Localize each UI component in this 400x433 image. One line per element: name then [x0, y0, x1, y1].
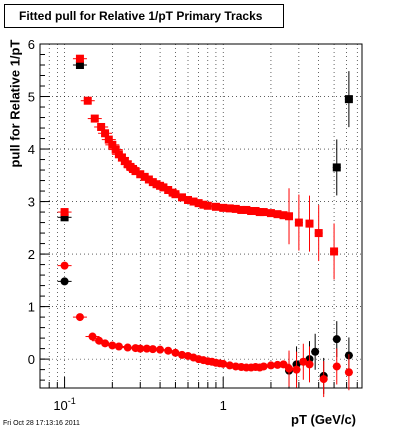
data-point	[332, 335, 341, 344]
data-point	[140, 172, 149, 181]
data-point	[314, 229, 323, 238]
data-point	[171, 190, 180, 199]
data-point	[285, 364, 294, 373]
data-point	[164, 346, 173, 355]
y-tick-label: 3	[28, 195, 35, 210]
data-point	[319, 375, 328, 384]
data-point	[88, 332, 97, 341]
data-point	[279, 211, 288, 220]
y-tick-label: 2	[28, 247, 35, 262]
data-point	[95, 336, 104, 345]
data-points	[57, 54, 353, 398]
data-point	[142, 344, 151, 353]
axes: 0 1 2 3 4 5 6 10-1 1	[28, 37, 363, 413]
data-point	[285, 212, 294, 221]
data-point	[83, 96, 92, 105]
data-point	[344, 368, 353, 377]
data-point	[178, 193, 187, 202]
data-point	[292, 365, 301, 374]
data-point	[242, 205, 251, 214]
data-point	[148, 345, 157, 354]
y-tick-label: 4	[28, 142, 35, 157]
data-point	[259, 362, 268, 371]
data-point	[251, 207, 260, 216]
data-point	[60, 213, 69, 222]
data-point	[114, 342, 123, 351]
x-tick-label: 10-1	[53, 396, 75, 413]
data-point	[266, 209, 275, 218]
data-point	[344, 95, 353, 104]
data-point	[184, 195, 193, 204]
red-square-series	[57, 54, 339, 280]
data-point	[101, 129, 110, 138]
data-point	[111, 145, 120, 154]
data-point	[294, 218, 303, 227]
black-square-series	[57, 61, 353, 222]
data-point	[305, 360, 314, 369]
data-point	[108, 140, 117, 149]
data-point	[123, 343, 132, 352]
y-axis-label: pull for Relative 1/pT	[7, 39, 23, 168]
data-point	[104, 135, 113, 144]
data-point	[75, 61, 84, 70]
data-point	[101, 339, 110, 348]
data-point	[311, 347, 320, 356]
data-point	[231, 204, 240, 213]
y-tick-label: 1	[28, 300, 35, 315]
timestamp: Fri Oct 28 17:13:16 2011	[3, 420, 80, 427]
data-point	[189, 197, 198, 206]
data-point	[211, 202, 220, 211]
data-point	[332, 362, 341, 371]
data-point	[266, 361, 275, 370]
data-point	[90, 114, 99, 123]
data-point	[60, 208, 69, 217]
data-point	[131, 167, 140, 176]
data-point	[330, 247, 339, 256]
y-tick-label: 6	[28, 37, 35, 52]
data-point	[203, 201, 212, 210]
data-point	[219, 203, 228, 212]
data-point	[259, 208, 268, 217]
x-tick-label: 1	[220, 398, 227, 413]
data-point	[225, 361, 234, 370]
red-circle-series	[57, 261, 353, 398]
data-point	[108, 341, 117, 350]
black-circle-series	[57, 277, 353, 394]
data-point	[332, 163, 341, 172]
data-point	[273, 210, 282, 219]
y-tick-label: 0	[28, 352, 35, 367]
data-point	[225, 204, 234, 213]
y-tick-label: 5	[28, 90, 35, 105]
data-point	[199, 200, 208, 209]
x-axis-label: pT (GeV/c)	[291, 412, 357, 427]
data-point	[136, 170, 145, 179]
plot-frame	[39, 43, 363, 389]
data-point	[75, 313, 84, 322]
data-point	[60, 261, 69, 270]
data-point	[97, 122, 106, 131]
data-point	[279, 360, 288, 369]
data-point	[273, 360, 282, 369]
data-point	[305, 219, 314, 228]
data-point	[299, 357, 308, 366]
data-point	[60, 277, 69, 286]
data-point	[156, 345, 165, 354]
data-point	[178, 350, 187, 359]
chart-title-text: Fitted pull for Relative 1/pT Primary Tr…	[19, 9, 263, 23]
data-point	[164, 186, 173, 195]
data-point	[194, 199, 203, 208]
data-point	[75, 54, 84, 63]
chart-title: Fitted pull for Relative 1/pT Primary Tr…	[4, 4, 284, 28]
data-point	[159, 183, 168, 192]
